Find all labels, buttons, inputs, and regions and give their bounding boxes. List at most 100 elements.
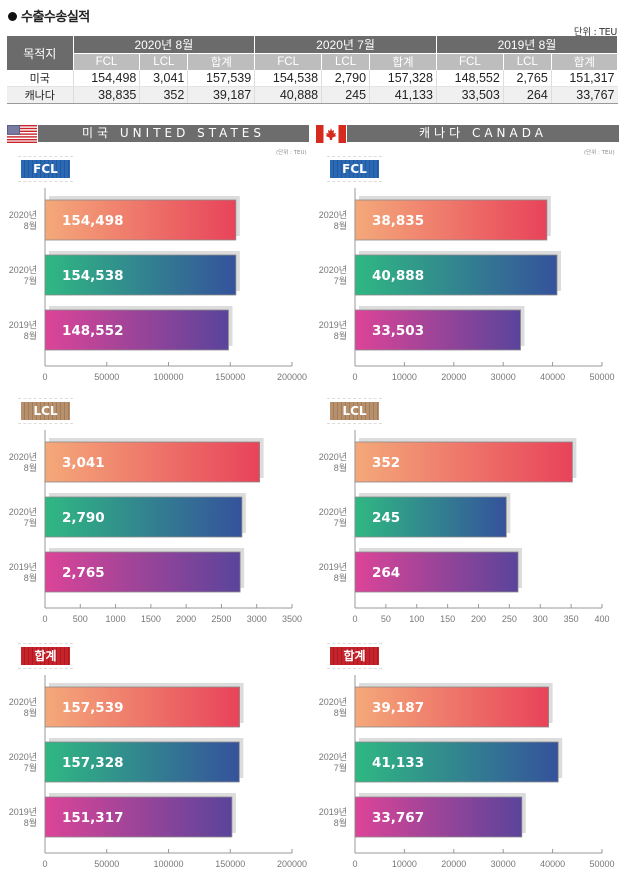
x-tick-label: 2500 — [211, 614, 231, 624]
y-category-label: 2020년 — [9, 210, 37, 220]
bar-value-label: 41,133 — [372, 755, 424, 771]
col-header: 합계 — [369, 53, 437, 70]
chart-canada-fcl: 0 10000 20000 30000 40000 5000038,8352020년8월4… — [319, 188, 615, 382]
col-header: 합계 — [551, 53, 619, 70]
bar-value-label: 2,765 — [62, 565, 105, 581]
bar — [354, 199, 548, 241]
bar-value-label: 40,888 — [372, 268, 424, 284]
bar-value-label: 33,503 — [372, 323, 424, 339]
y-category-label: 2019년 — [319, 562, 347, 572]
x-tick-label: 30000 — [491, 859, 516, 869]
y-category-label: 8월 — [24, 817, 37, 828]
table-cell: 154,538 — [254, 70, 323, 87]
bar — [44, 254, 237, 296]
y-category-label: 2020년 — [319, 265, 347, 275]
y-category-label: 8월 — [334, 330, 347, 341]
x-tick-label: 200000 — [277, 372, 307, 382]
y-category-label: 2020년 — [9, 697, 37, 707]
bar — [354, 441, 573, 483]
x-tick-label: 40000 — [540, 859, 565, 869]
bullet-icon — [8, 12, 17, 21]
bar — [44, 496, 243, 538]
bar — [44, 741, 240, 783]
bar-value-label: 33,767 — [372, 810, 424, 826]
chart-us-total: 0 50000 100000 150000 200000 157,539 2020년 8월 15… — [9, 675, 307, 869]
x-tick-label: 150000 — [215, 859, 245, 869]
col-header: FCL — [436, 53, 504, 70]
x-tick-label: 200 — [471, 614, 486, 624]
table-cell: 39,187 — [187, 86, 256, 104]
y-category-label: 8월 — [334, 220, 347, 231]
x-tick-label: 10000 — [392, 859, 417, 869]
y-category-label: 2020년 — [9, 265, 37, 275]
dest-header: 목적지 — [7, 36, 74, 70]
table-cell: 2,765 — [503, 70, 552, 87]
row-name: 캐나다 — [7, 86, 74, 104]
table-cell: 157,328 — [369, 70, 437, 87]
y-category-label: 8월 — [334, 817, 347, 828]
bar-value-label: 3,041 — [62, 455, 105, 471]
x-tick-label: 50000 — [94, 859, 119, 869]
x-tick-label: 50000 — [94, 372, 119, 382]
chart-us-fcl: 0 50000 100000 150000 200000154,4982020년8월15… — [9, 188, 307, 382]
x-tick-label: 350 — [564, 614, 579, 624]
x-tick-label: 0 — [352, 372, 357, 382]
chart-canada-lcl: 0 50 100 150 200 250 300 350 4003522020년8월245202… — [319, 430, 610, 624]
y-category-label: 8월 — [24, 572, 37, 583]
table-cell: 33,503 — [436, 86, 504, 104]
x-tick-label: 50 — [381, 614, 391, 624]
bar — [44, 796, 233, 838]
y-category-label: 8월 — [24, 462, 37, 473]
chart-us-lcl: 0 500 1000 1500 2000 2500 3000 35003,0412020년8월… — [9, 430, 302, 624]
x-tick-label: 250 — [502, 614, 517, 624]
y-category-label: 8월 — [334, 707, 347, 718]
y-category-label: 7월 — [24, 762, 37, 773]
bar — [354, 551, 519, 593]
y-category-label: 2019년 — [319, 320, 347, 330]
col-header: FCL — [73, 53, 141, 70]
table-cell: 148,552 — [436, 70, 504, 87]
table-cell: 245 — [321, 86, 371, 104]
x-tick-label: 1500 — [141, 614, 161, 624]
bar-value-label: 151,317 — [62, 810, 124, 826]
y-category-label: 7월 — [334, 517, 347, 528]
bar-value-label: 148,552 — [62, 323, 124, 339]
y-category-label: 8월 — [334, 572, 347, 583]
x-tick-label: 40000 — [540, 372, 565, 382]
bar — [354, 741, 559, 783]
col-header: LCL — [503, 53, 552, 70]
x-tick-label: 30000 — [491, 372, 516, 382]
bar — [44, 441, 261, 483]
y-category-label: 7월 — [334, 275, 347, 286]
unit-label-us: (단위 : TEU) — [276, 150, 307, 156]
total-badge-canada: 합계 — [327, 643, 382, 669]
y-category-label: 8월 — [334, 462, 347, 473]
x-tick-label: 300 — [533, 614, 548, 624]
fcl-badge-us: FCL — [18, 156, 73, 182]
table-cell: 33,767 — [551, 86, 618, 104]
table-cell: 2,790 — [321, 70, 371, 87]
table-cell: 157,539 — [187, 70, 256, 87]
x-tick-label: 100000 — [153, 372, 183, 382]
bar-value-label: 157,539 — [62, 700, 124, 716]
bar-value-label: 154,538 — [62, 268, 124, 284]
x-tick-label: 100000 — [153, 859, 183, 869]
y-category-label: 7월 — [24, 517, 37, 528]
x-tick-label: 0 — [352, 614, 357, 624]
x-tick-label: 0 — [42, 859, 47, 869]
chart-canada-total: 0 10000 20000 30000 40000 5000039,1872020년8월4… — [319, 675, 615, 869]
y-category-label: 2020년 — [9, 452, 37, 462]
y-category-label: 2020년 — [319, 507, 347, 517]
country-header-canada: 캐나다 CANADA — [347, 125, 619, 142]
x-tick-label: 20000 — [441, 859, 466, 869]
bar — [354, 796, 523, 838]
row-name: 미국 — [7, 70, 74, 87]
bar-value-label: 264 — [372, 565, 400, 581]
unit-label-canada: (단위 : TEU) — [584, 150, 615, 156]
y-category-label: 2019년 — [9, 320, 37, 330]
group-header: 2019년 8월 — [436, 36, 619, 54]
table-cell: 38,835 — [73, 86, 141, 104]
table-cell: 154,498 — [73, 70, 141, 87]
x-tick-label: 200000 — [277, 859, 307, 869]
country-header-us: 미국 UNITED STATES — [38, 125, 309, 142]
